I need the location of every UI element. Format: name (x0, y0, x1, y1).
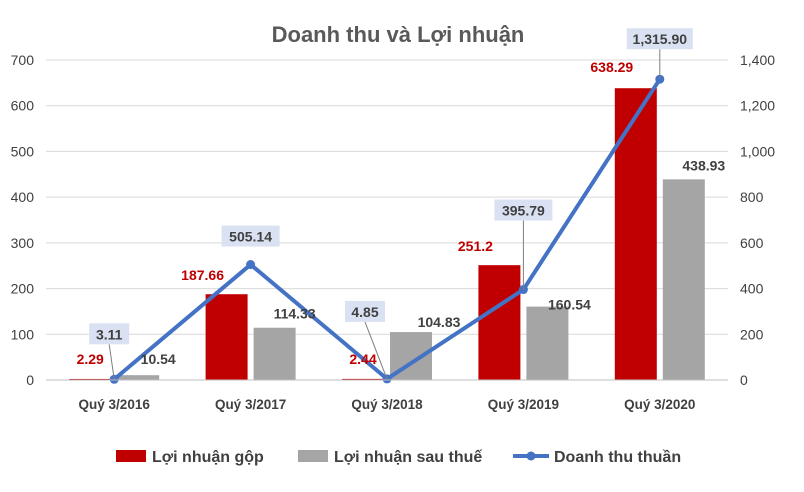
left-axis-tick-label: 400 (11, 189, 35, 205)
left-axis-tick-label: 200 (11, 281, 35, 297)
category-label: Quý 3/2020 (624, 397, 695, 412)
revenue-line (109, 74, 665, 384)
bar-loi-nhuan-gop (69, 378, 112, 380)
data-label-box (89, 323, 130, 345)
left-axis-tick-label: 100 (11, 326, 35, 342)
legend-label-loi-nhuan-sau-thue: Lợi nhuận sau thuế (334, 449, 482, 466)
data-label-box (626, 28, 693, 50)
data-label-loi-nhuan-gop: 2.29 (77, 351, 104, 367)
right-axis-tick-label: 200 (740, 326, 764, 342)
bar-loi-nhuan-sau-thue (526, 306, 569, 380)
bar-loi-nhuan-gop (342, 378, 384, 380)
data-label-loi-nhuan-gop: 638.29 (590, 59, 633, 75)
data-label-doanh-thu-thuan: 4.85 (351, 304, 378, 320)
data-label-box (221, 225, 280, 247)
left-axis-tick-label: 500 (11, 143, 35, 159)
data-label-loi-nhuan-sau-thue: 160.54 (548, 297, 591, 313)
data-label-doanh-thu-thuan: 505.14 (229, 229, 272, 245)
legend-swatch-loi-nhuan-sau-thue (298, 450, 328, 462)
data-label-loi-nhuan-sau-thue: 438.93 (682, 157, 725, 173)
left-axis-tick-label: 0 (26, 372, 34, 388)
leader-line (108, 344, 115, 380)
category-label: Quý 3/2016 (79, 397, 151, 412)
right-axis-tick-label: 800 (740, 189, 764, 205)
right-axis-tick-label: 1,200 (740, 98, 775, 114)
right-axis-tick-label: 1,400 (740, 52, 775, 68)
leader-line (364, 321, 388, 380)
axes: 0 100 200 300 400 500 600 700 0 200 400 600 800 1,000… (11, 52, 776, 412)
left-axis-tick-label: 300 (11, 235, 35, 251)
left-axis-tick-label: 700 (11, 52, 35, 68)
gridlines (46, 59, 728, 335)
data-labels: 2.29 187.66 2.44 251.2 638.29 10.54 114.33 104.… (77, 28, 725, 380)
legend-swatch-loi-nhuan-gop (116, 450, 146, 462)
data-label-loi-nhuan-sau-thue: 114.33 (274, 306, 316, 322)
chart-title: Doanh thu và Lợi nhuận (272, 22, 525, 47)
bar-loi-nhuan-gop (478, 265, 521, 380)
legend-label-doanh-thu-thuan: Doanh thu thuần (554, 449, 681, 466)
bar-loi-nhuan-gop (205, 294, 248, 380)
revenue-point (246, 260, 256, 270)
data-label-box (345, 300, 385, 322)
data-label-box (494, 199, 553, 221)
category-label: Quý 3/2018 (351, 397, 423, 412)
bar-loi-nhuan-gop (614, 88, 657, 380)
category-label: Quý 3/2019 (488, 397, 559, 412)
right-axis-tick-label: 600 (740, 235, 764, 251)
data-label-loi-nhuan-sau-thue: 104.83 (418, 314, 461, 330)
data-label-loi-nhuan-gop: 187.66 (181, 267, 224, 283)
legend-label-loi-nhuan-gop: Lợi nhuận gộp (152, 449, 264, 466)
left-axis-tick-label: 600 (11, 98, 35, 114)
right-axis-tick-label: 1,000 (740, 143, 775, 159)
right-axis-tick-label: 400 (740, 281, 764, 297)
right-axis-tick-label: 0 (740, 372, 748, 388)
data-label-loi-nhuan-gop: 251.2 (458, 238, 493, 254)
bar-loi-nhuan-sau-thue (662, 179, 705, 380)
category-label: Quý 3/2017 (215, 397, 286, 412)
data-label-loi-nhuan-gop: 2.44 (349, 351, 376, 367)
bar-loi-nhuan-sau-thue (253, 327, 296, 380)
bar-loi-nhuan-sau-thue (117, 375, 160, 380)
data-label-doanh-thu-thuan: 3.11 (96, 326, 123, 342)
data-label-doanh-thu-thuan: 395.79 (502, 203, 545, 219)
legend-marker-doanh-thu-thuan (526, 451, 536, 461)
legend: Lợi nhuận gộp Lợi nhuận sau thuế Doanh thu… (116, 449, 681, 466)
data-label-loi-nhuan-sau-thue: 10.54 (141, 351, 176, 367)
data-label-doanh-thu-thuan: 1,315.90 (633, 31, 688, 47)
